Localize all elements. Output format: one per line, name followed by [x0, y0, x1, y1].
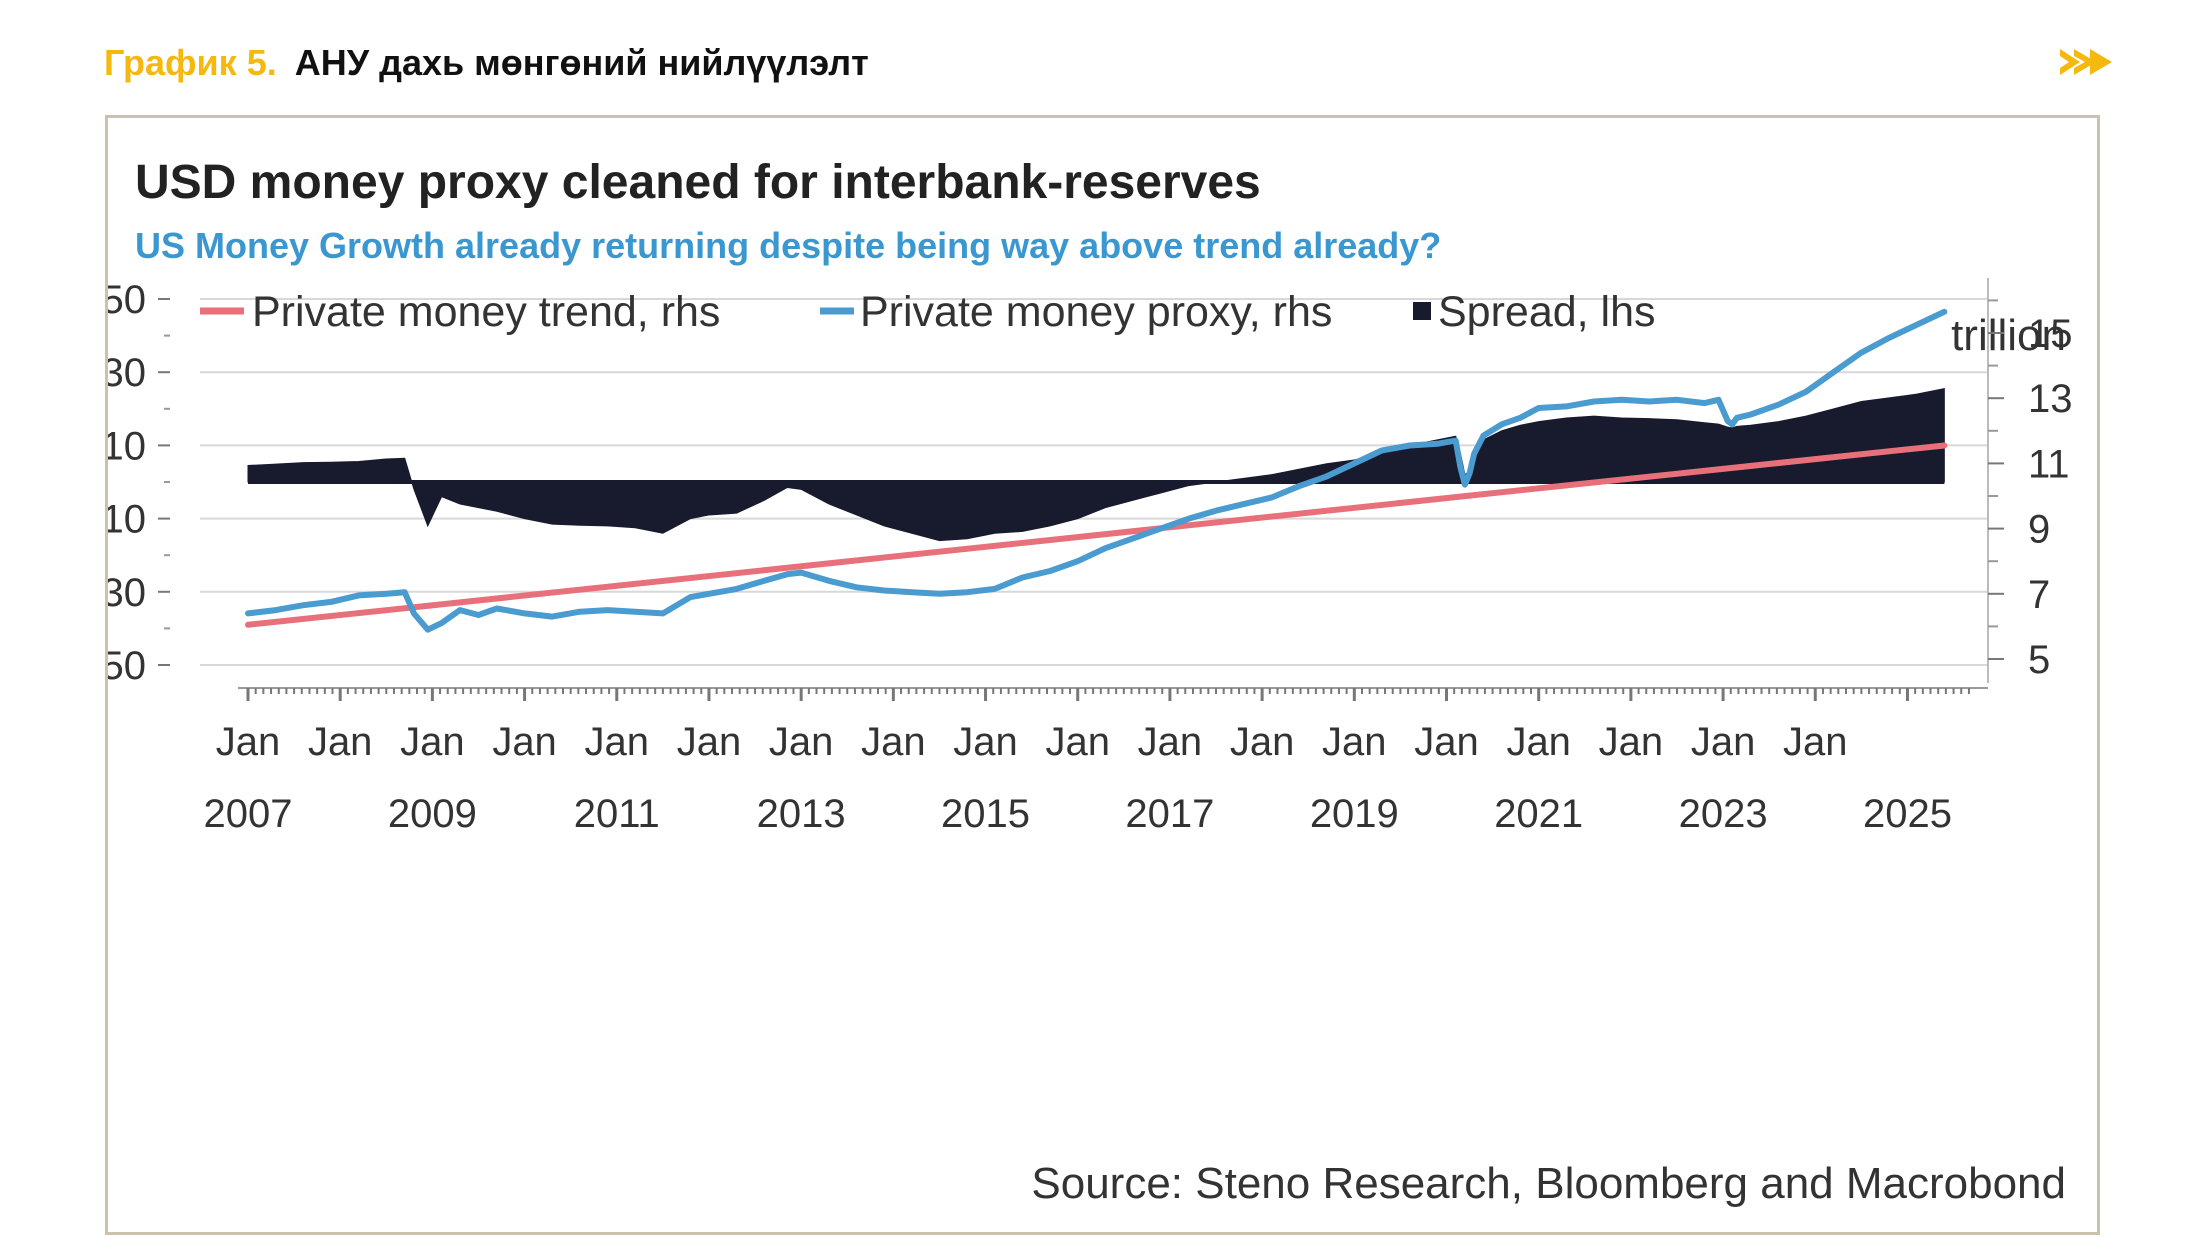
x-tick-label-month: Jan [1506, 720, 1571, 764]
x-tick-label-year: 2023 [1679, 792, 1768, 836]
legend-proxy-label: Private money proxy, rhs [860, 288, 1332, 336]
plot-area [245, 308, 1948, 633]
x-tick-label-month: Jan [1783, 720, 1848, 764]
x-tick-label-year: 2013 [757, 792, 846, 836]
x-tick-label-month: Jan [1322, 720, 1387, 764]
x-tick-label-year: 2021 [1494, 792, 1583, 836]
x-tick-label-month: Jan [861, 720, 926, 764]
legend-trend-label: Private money trend, rhs [252, 288, 720, 336]
left-tick-label: 30 [108, 351, 146, 395]
x-tick-label-year: 2025 [1863, 792, 1952, 836]
trend-line [245, 442, 1948, 628]
left-tick-label: 50 [108, 278, 146, 322]
right-tick-label: 11 [2028, 442, 2070, 486]
left-tick-label: -10 [108, 498, 146, 542]
x-axis: Jan 2007 Jan Jan 2009 Jan Jan 2011 Jan Jan 2013 Jan… [204, 687, 1988, 836]
figure-header: График 5. АНУ дахь мөнгөний нийлүүлэлт [104, 38, 869, 88]
x-tick-label-month: Jan [400, 720, 465, 764]
proxy-line [245, 308, 1948, 633]
right-tick-label: 15 [2028, 312, 2073, 356]
left-axis: 50 30 10 -10 -30 -50 [108, 278, 170, 688]
legend-spread-label: Spread, lhs [1438, 288, 1656, 336]
x-tick-label-year: 2009 [388, 792, 477, 836]
x-tick-label-month: Jan [1230, 720, 1295, 764]
x-tick-label-month: Jan [953, 720, 1018, 764]
right-tick-label: 13 [2028, 377, 2073, 421]
x-tick-label-month: Jan [1045, 720, 1110, 764]
x-tick-label-year: 2017 [1125, 792, 1214, 836]
x-tick-label-year: 2007 [204, 792, 293, 836]
right-tick-label: 7 [2028, 573, 2050, 617]
x-tick-label-month: Jan [308, 720, 373, 764]
left-tick-label: -30 [108, 571, 146, 615]
source-note: Source: Steno Research, Bloomberg and Ma… [1031, 1159, 2066, 1208]
x-tick-label-month: Jan [216, 720, 281, 764]
x-tick-label-year: 2011 [574, 792, 660, 836]
chart-frame: USD money proxy cleaned for interbank-re… [105, 115, 2100, 1235]
left-tick-label: 10 [108, 424, 146, 468]
chart-title: USD money proxy cleaned for interbank-re… [135, 156, 1261, 209]
figure-title: АНУ дахь мөнгөний нийлүүлэлт [294, 42, 869, 83]
legend-spread-swatch [1413, 302, 1431, 320]
right-tick-label: 5 [2028, 638, 2050, 682]
spread-area [247, 388, 1945, 542]
x-tick-label-month: Jan [1691, 720, 1756, 764]
gridlines [200, 278, 1989, 683]
double-chevron-right-icon[interactable] [2060, 46, 2116, 78]
x-tick-label-month: Jan [677, 720, 742, 764]
x-tick-label-month: Jan [585, 720, 650, 764]
x-tick-label-month: Jan [1414, 720, 1479, 764]
left-tick-label: -50 [108, 644, 146, 688]
x-tick-label-month: Jan [1599, 720, 1664, 764]
chart-subtitle: US Money Growth already returning despit… [135, 225, 1441, 266]
x-tick-label-month: Jan [1138, 720, 1203, 764]
right-tick-label: 9 [2028, 508, 2050, 552]
legend: Private money trend, rhs Private money p… [200, 288, 1656, 336]
right-axis: 15 13 11 9 7 5 [1988, 299, 2073, 682]
chart: USD money proxy cleaned for interbank-re… [108, 156, 2073, 1208]
right-axis-unit: trillion [1951, 311, 2066, 360]
figure-label: График 5. [104, 42, 277, 83]
x-tick-label-year: 2019 [1310, 792, 1399, 836]
x-tick-label-month: Jan [769, 720, 834, 764]
x-tick-label-year: 2015 [941, 792, 1030, 836]
x-tick-label-month: Jan [492, 720, 556, 764]
